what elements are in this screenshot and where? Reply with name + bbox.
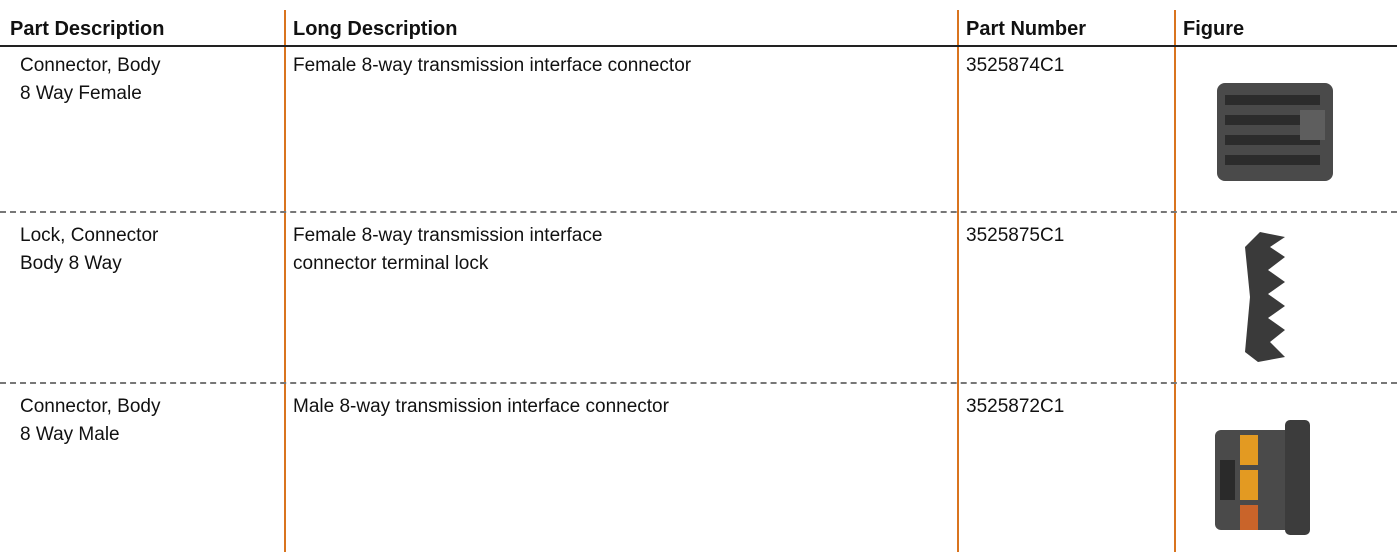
row-divider	[0, 211, 1397, 213]
cell: 3525875C1	[966, 225, 1065, 246]
cell: Connector, Body 8 Way Female	[20, 55, 161, 104]
terminal-lock-image	[1245, 232, 1285, 362]
header-cell: Part Number	[966, 18, 1087, 40]
connector-female-image	[1217, 83, 1333, 181]
row-divider	[0, 382, 1397, 384]
connector-male-image	[1215, 420, 1310, 535]
header-cell: Part Description	[10, 18, 165, 40]
cell: Female 8-way transmission interface conn…	[293, 55, 692, 76]
column-divider	[284, 10, 286, 552]
cell: Lock, Connector Body 8 Way	[20, 225, 159, 274]
column-divider	[1174, 10, 1176, 552]
cell: Male 8-way transmission interface connec…	[293, 396, 669, 417]
cell: Female 8-way transmission interface conn…	[293, 225, 603, 274]
cell: 3525874C1	[966, 55, 1065, 76]
header-cell: Figure	[1183, 18, 1245, 40]
header-cell: Long Description	[293, 18, 458, 40]
header-rule	[0, 45, 1397, 47]
cell: 3525872C1	[966, 396, 1065, 417]
column-divider	[957, 10, 959, 552]
cell: Connector, Body 8 Way Male	[20, 396, 161, 445]
